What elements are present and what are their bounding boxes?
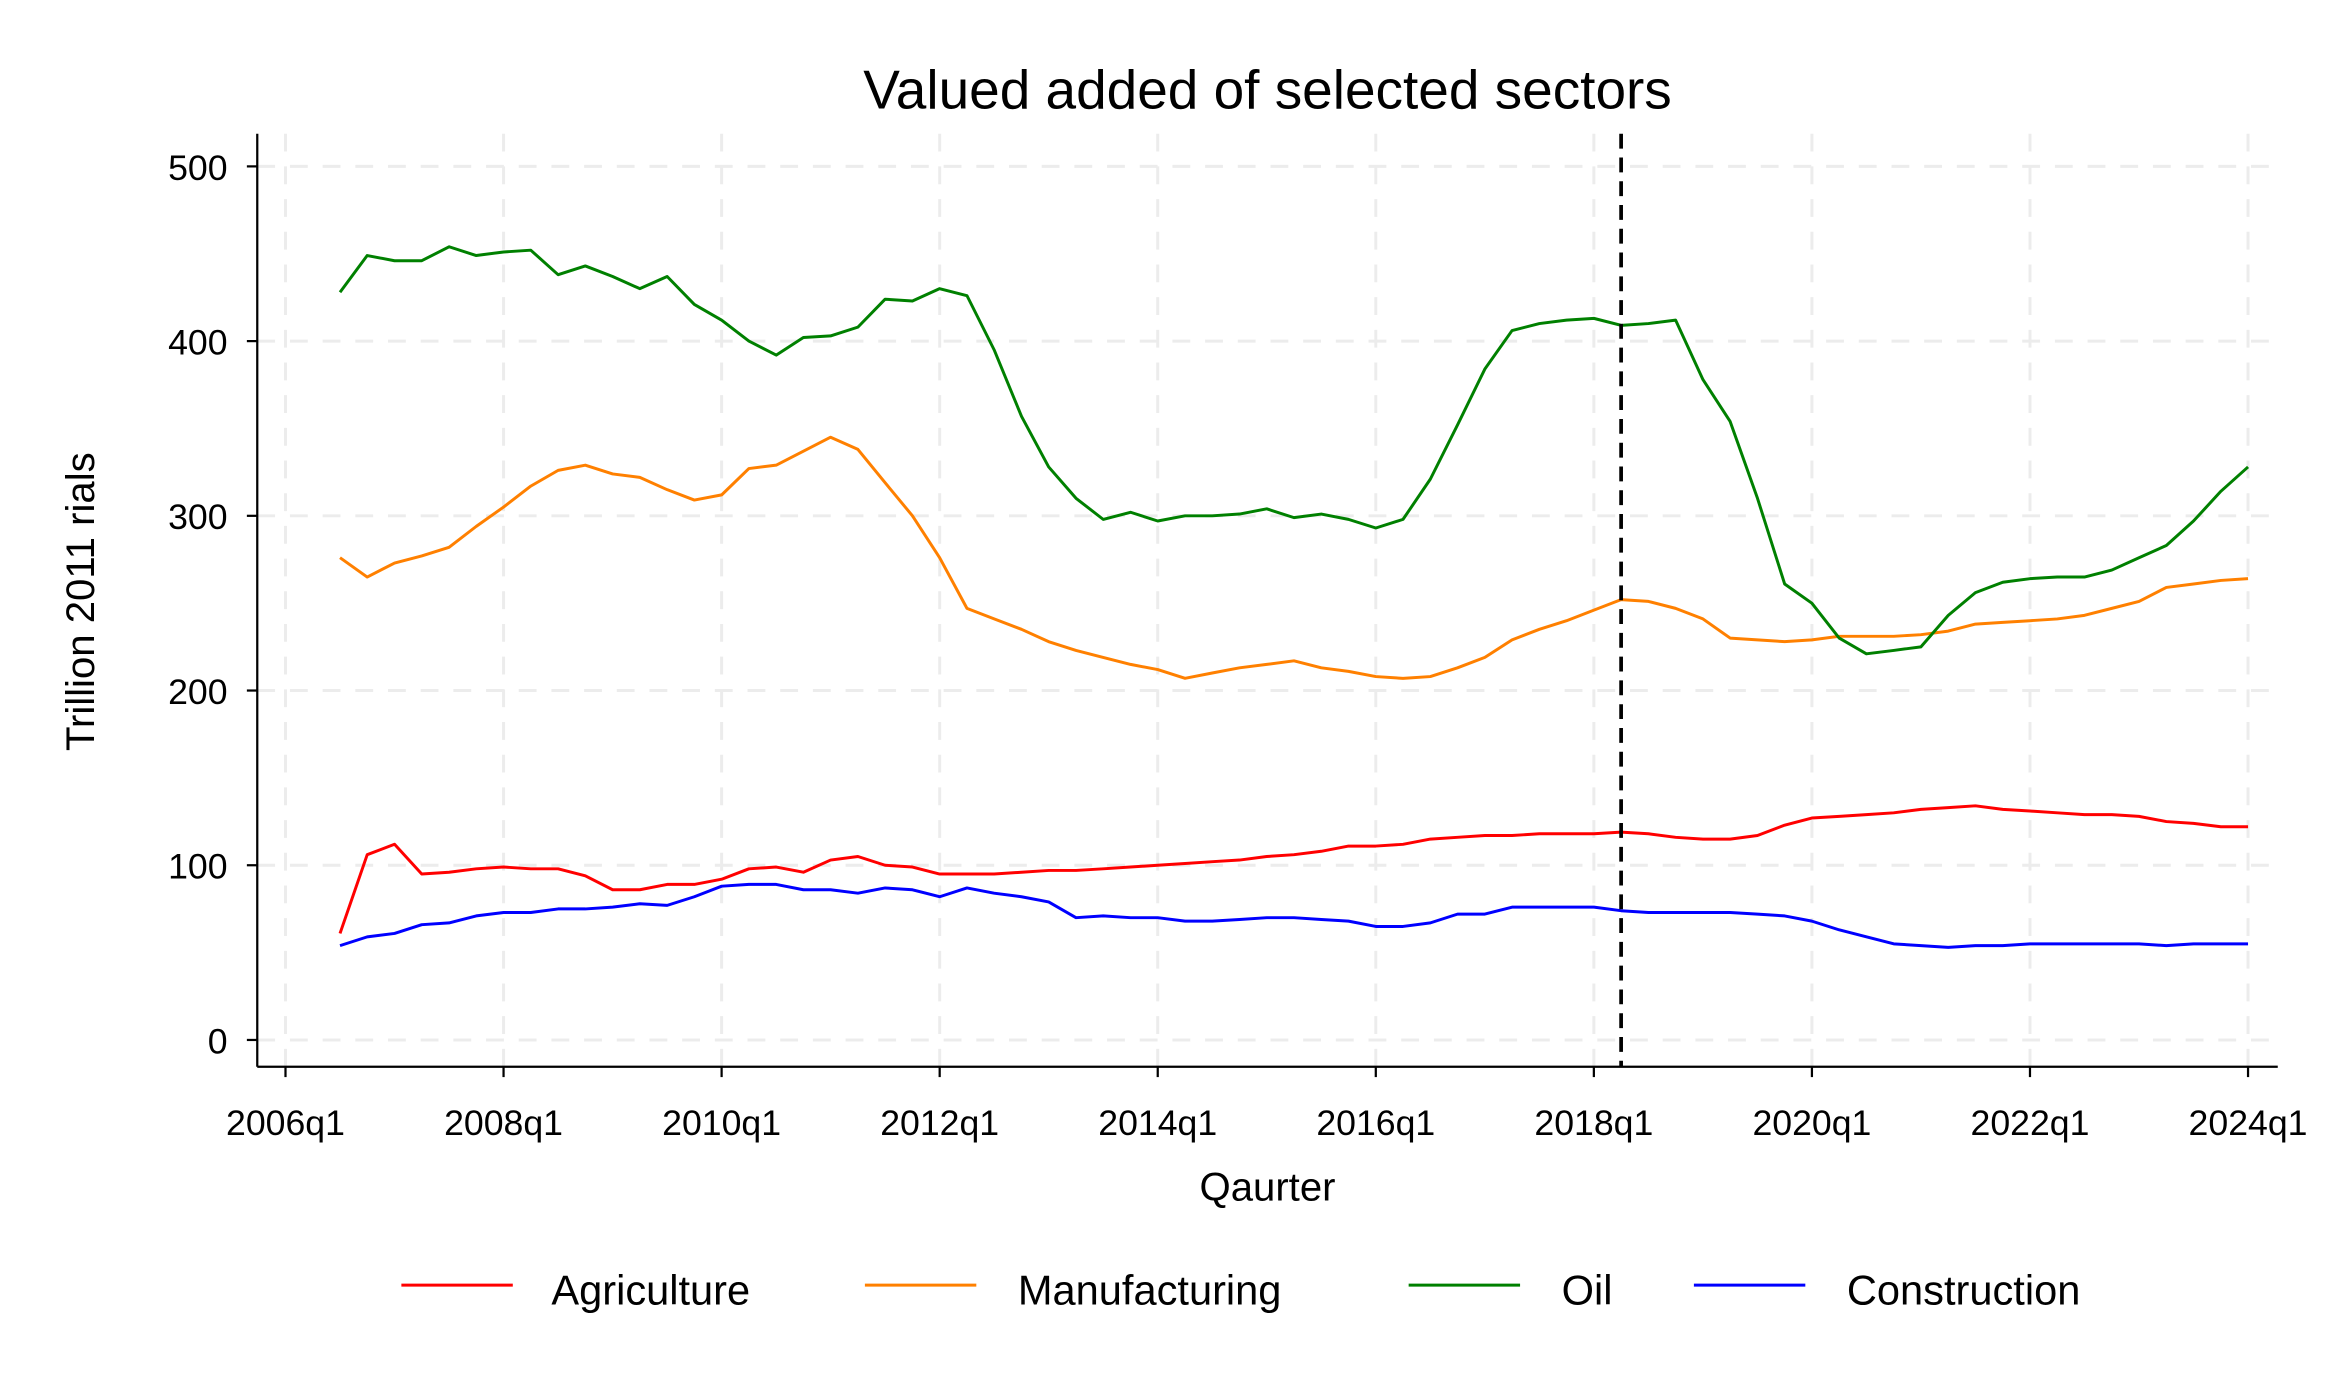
y-tick-label: 400 (168, 322, 227, 362)
y-tick-label: 300 (168, 497, 227, 537)
gridlines (257, 133, 2278, 1067)
series-line-oil (338, 245, 2250, 656)
y-tick-label: 100 (168, 847, 227, 887)
x-tick-label: 2006q1 (226, 1103, 345, 1143)
y-axis-ticks: 0 100 200 300 400 500 (168, 148, 258, 1061)
series-line-construction (339, 882, 2249, 949)
x-axis-title: Qaurter (1200, 1165, 1336, 1209)
x-tick-label: 2010q1 (662, 1103, 781, 1143)
x-tick-label: 2012q1 (880, 1103, 999, 1143)
series-lines (338, 245, 2250, 949)
legend-label-oil: Oil (1562, 1266, 1613, 1313)
series-line-agriculture (338, 804, 2249, 934)
x-tick-label: 2018q1 (1534, 1103, 1653, 1143)
x-tick-label: 2022q1 (1971, 1103, 2090, 1143)
y-tick-label: 500 (168, 148, 227, 188)
y-tick-label: 200 (168, 672, 227, 712)
x-tick-label: 2016q1 (1316, 1103, 1435, 1143)
x-tick-label: 2008q1 (444, 1103, 563, 1143)
legend-label-manufacturing: Manufacturing (1018, 1266, 1281, 1313)
x-tick-label: 2024q1 (2189, 1103, 2308, 1143)
legend: Agriculture Manufacturing Oil Construction (401, 1266, 2080, 1313)
y-tick-label: 0 (208, 1021, 228, 1061)
legend-label-construction: Construction (1847, 1266, 2080, 1313)
chart-title: Valued added of selected sectors (863, 58, 1672, 120)
legend-label-agriculture: Agriculture (551, 1266, 750, 1313)
series-line-manufacturing (339, 435, 2249, 680)
x-tick-label: 2014q1 (1098, 1103, 1217, 1143)
x-axis-ticks: 2006q1 2008q1 2010q1 2012q1 2014q1 2016q1 2018… (226, 1066, 2308, 1143)
y-axis-title: Trillion 2011 rials (59, 452, 103, 751)
x-tick-label: 2020q1 (1752, 1103, 1871, 1143)
